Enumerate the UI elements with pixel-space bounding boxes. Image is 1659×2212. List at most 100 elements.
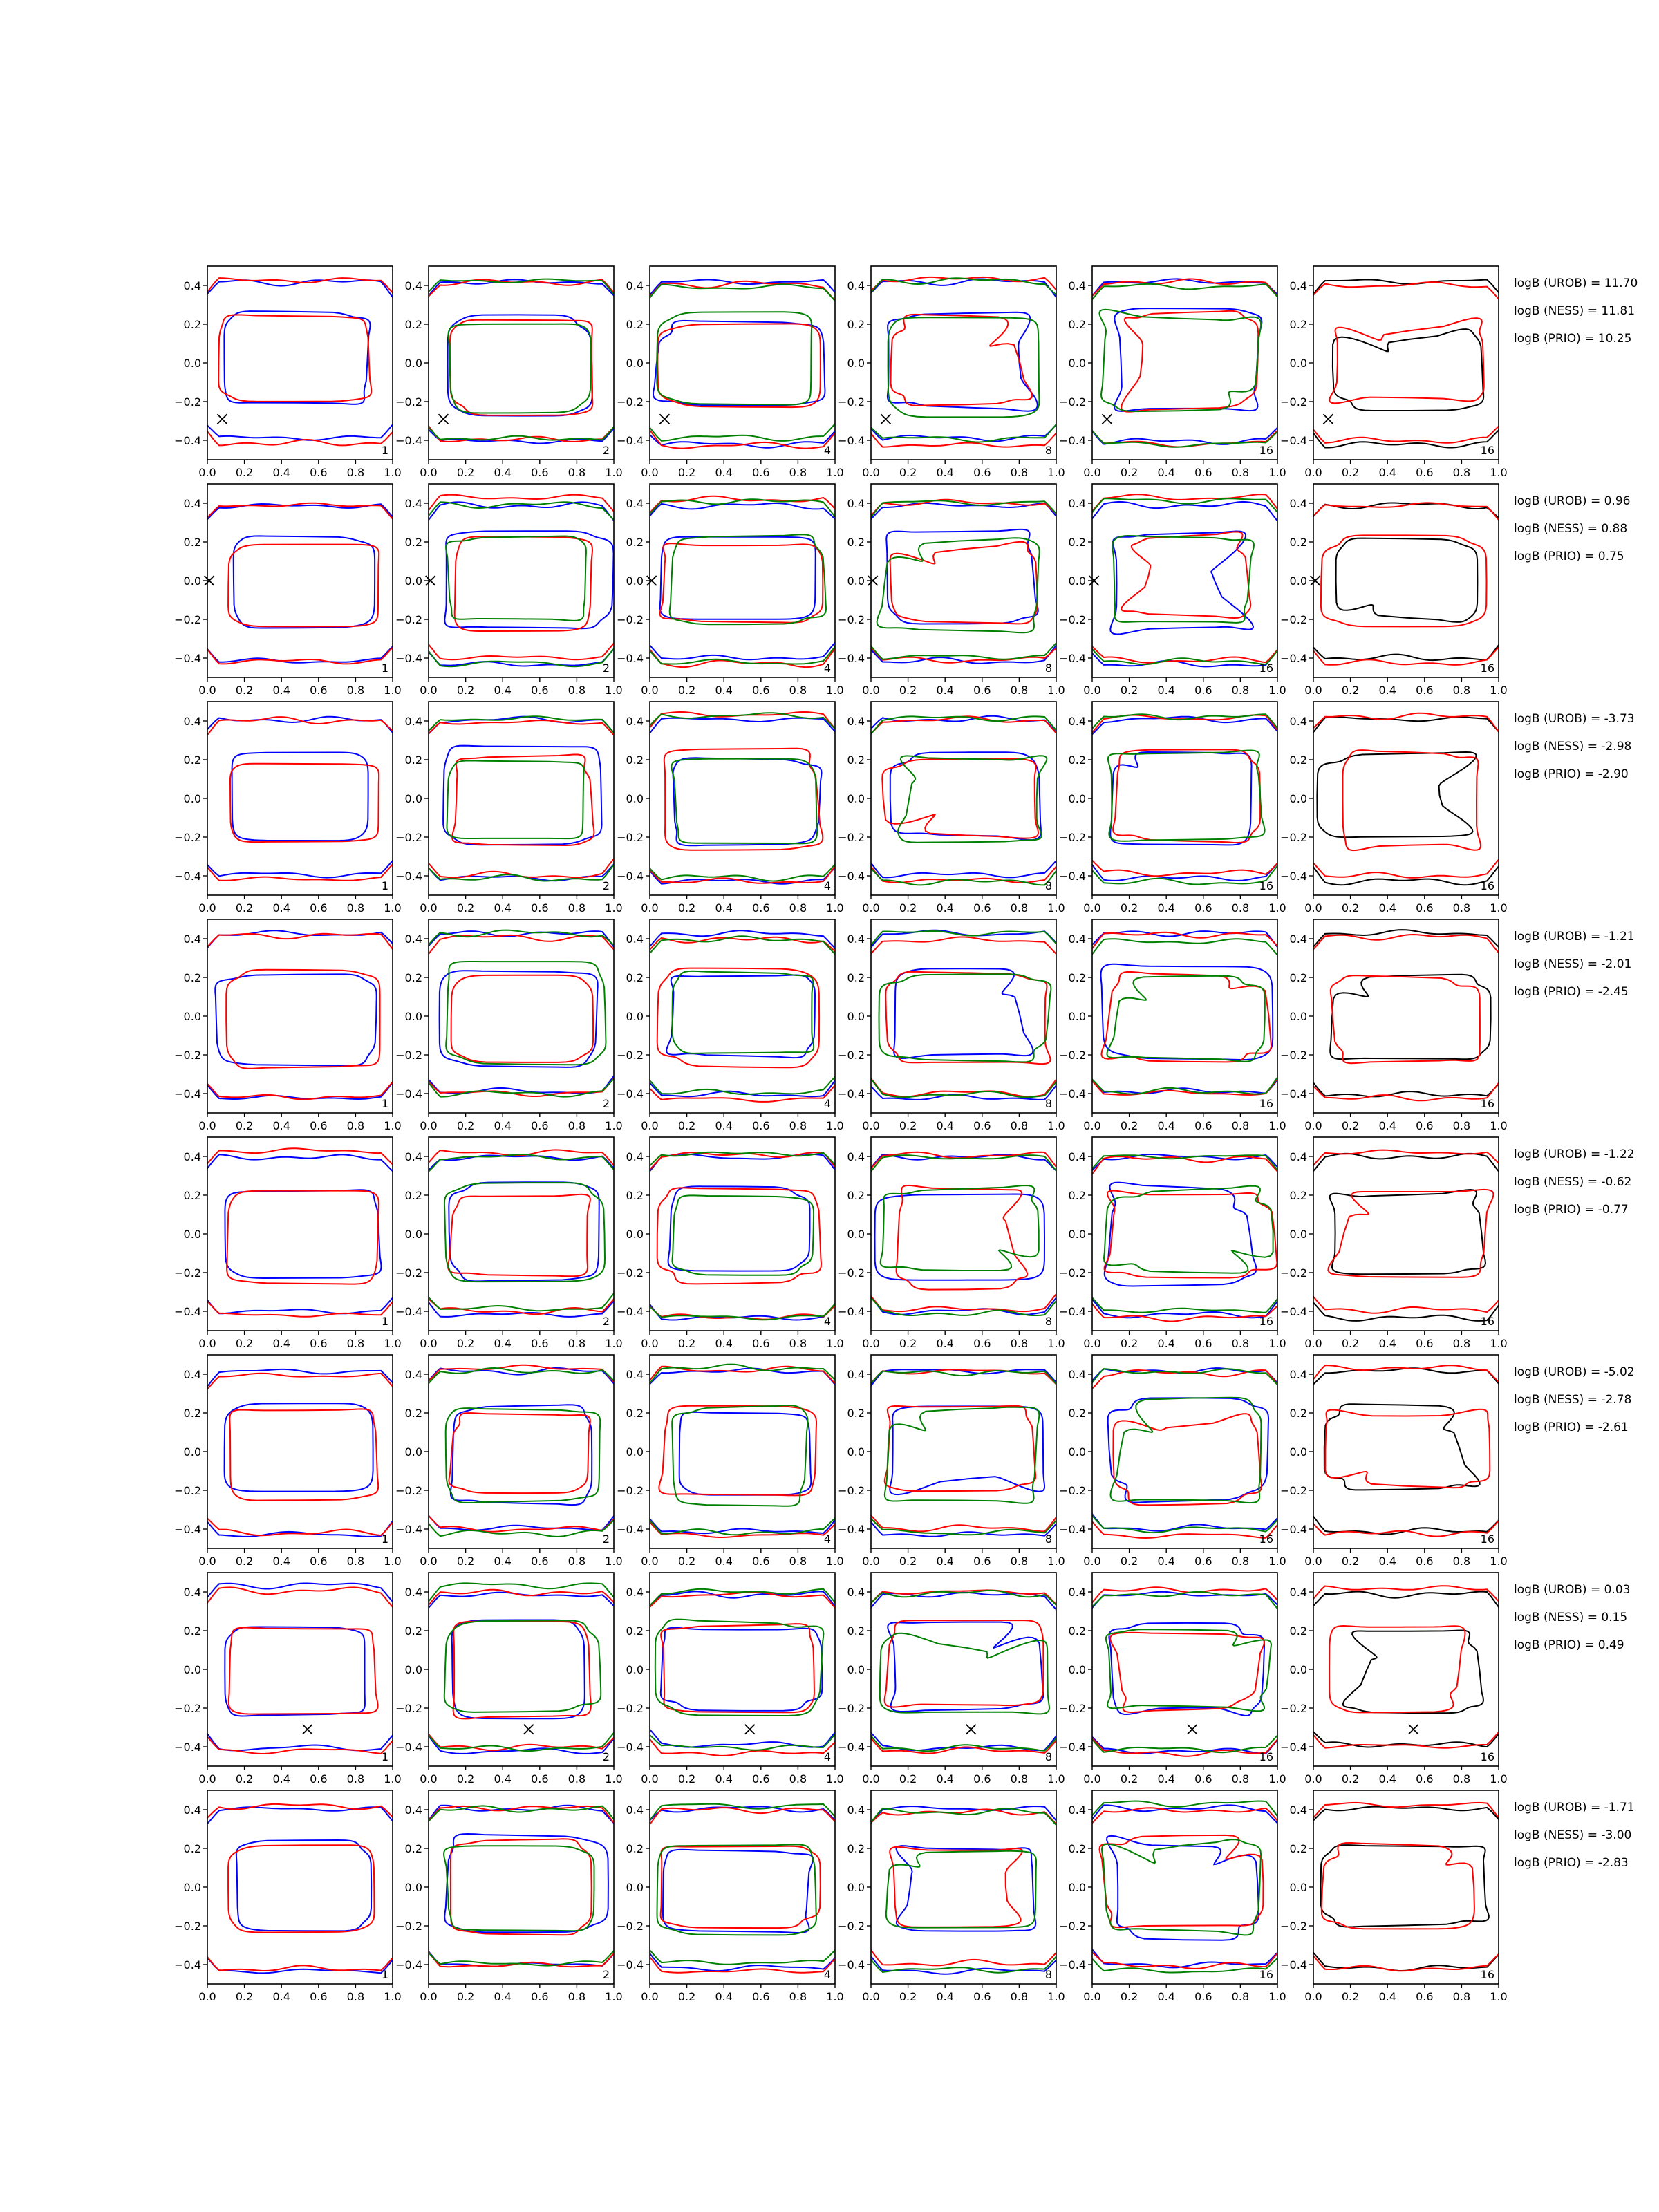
x-tick-label: 0.6 (1416, 901, 1433, 915)
x-tick-label: 1.0 (1268, 901, 1286, 915)
x-tick-label: 0.6 (973, 1990, 991, 2003)
axes-frame (428, 1572, 615, 1767)
contour-green-loop (671, 970, 815, 1054)
x-marker (438, 413, 449, 424)
contour-green-top (1092, 1591, 1277, 1610)
y-tick-label: 0.0 (1290, 1228, 1307, 1241)
x-tick-label: 0.8 (568, 901, 585, 915)
contour-red-loop (889, 1846, 1023, 1928)
contour-blue-loop (662, 1848, 814, 1934)
y-tick-label: 0.0 (1290, 1445, 1307, 1459)
x-tick-label: 0.6 (752, 1772, 769, 1785)
x-tick-label: 0.0 (1083, 901, 1100, 915)
x-tick-label: 0.4 (494, 684, 511, 697)
x-tick-label: 0.6 (752, 901, 769, 915)
contour-group (871, 1151, 1056, 1316)
x-tick-label: 0.8 (789, 1555, 807, 1568)
x-tick-label: 0.0 (420, 1555, 437, 1568)
contour-red-loop (451, 753, 595, 847)
y-tick-label: −0.4 (617, 652, 644, 665)
x-tick-label: 0.0 (420, 1119, 437, 1132)
contour-blue-loop (667, 1185, 811, 1272)
contour-blue-loop (889, 751, 1042, 841)
y-tick-label: −0.2 (395, 831, 422, 844)
x-tick-label: 0.8 (789, 684, 807, 697)
y-tick-label: 0.4 (847, 1586, 865, 1599)
panel-r2-c2: 0.0 0.2 0.4 0.6 0.8 1.0 0.4 0.2 0.0 −0.2 −0.4 2 (395, 483, 623, 697)
x-tick-label: 0.2 (678, 1990, 695, 2003)
contour-green-bottom (429, 1519, 614, 1537)
contour-blue-top (429, 1154, 614, 1172)
x-tick-label: 0.8 (347, 1990, 364, 2003)
contour-red-top (1313, 933, 1499, 954)
y-tick-label: 0.0 (1069, 1010, 1086, 1023)
contour-green-bottom (1092, 1734, 1277, 1754)
y-tick-label: −0.4 (1059, 652, 1086, 665)
x-tick-label: 0.0 (862, 1337, 879, 1350)
contour-green-loop (447, 323, 592, 414)
y-tick-label: 0.2 (1069, 1624, 1086, 1638)
x-marker (868, 575, 879, 586)
axes-frame (207, 1354, 393, 1549)
panel-label: 16 (1259, 444, 1273, 457)
x-tick-label: 0.8 (1011, 1119, 1028, 1132)
contour-black-top (1313, 1591, 1499, 1609)
y-tick-label: −0.4 (838, 1958, 865, 1971)
contour-blue-bottom (207, 1732, 393, 1752)
y-tick-label: 0.4 (847, 1150, 865, 1163)
panel-r3-c3: 0.0 0.2 0.4 0.6 0.8 1.0 0.4 0.2 0.0 −0.2 −0.4 4 (617, 701, 844, 915)
x-tick-label: 1.0 (605, 466, 622, 479)
y-tick-label: 0.2 (626, 1624, 644, 1638)
y-tick-label: −0.2 (174, 395, 201, 409)
x-tick-label: 0.0 (641, 901, 658, 915)
x-tick-label: 0.4 (715, 1337, 732, 1350)
contour-red-bottom (1092, 1737, 1277, 1757)
x-tick-label: 0.8 (1011, 466, 1028, 479)
x-tick-label: 0.4 (494, 1337, 511, 1350)
y-tick-label: −0.2 (617, 1920, 644, 1933)
y-tick-label: 0.0 (184, 792, 201, 805)
contour-green-loop (446, 760, 585, 840)
x-tick-label: 0.8 (789, 1772, 807, 1785)
x-tick-label: 1.0 (826, 1772, 843, 1785)
x-tick-label: 0.0 (862, 684, 879, 697)
x-marker (1089, 575, 1100, 586)
panel-r5-c4: 0.0 0.2 0.4 0.6 0.8 1.0 0.4 0.2 0.0 −0.2 −0.4 8 (838, 1136, 1065, 1350)
x-tick-label: 0.2 (236, 1990, 253, 2003)
x-tick-label: 0.2 (899, 1119, 917, 1132)
y-tick-label: −0.2 (838, 1920, 865, 1933)
contour-blue-top (207, 1368, 393, 1388)
contour-green-loop (1107, 749, 1266, 842)
contour-black-top (1313, 1152, 1499, 1173)
contour-blue-top (207, 1582, 393, 1603)
contour-group (1313, 1149, 1499, 1322)
x-tick-label: 0.4 (1378, 1337, 1396, 1350)
x-marker (523, 1724, 534, 1735)
x-tick-label: 0.0 (1304, 684, 1322, 697)
y-tick-label: 0.2 (626, 1407, 644, 1420)
axes-frame (870, 919, 1057, 1114)
contour-blue-bottom (429, 648, 614, 667)
y-tick-label: −0.2 (1059, 1049, 1086, 1062)
y-tick-label: 0.2 (847, 1407, 865, 1420)
x-tick-label: 0.2 (457, 684, 474, 697)
y-tick-label: 0.0 (184, 1663, 201, 1676)
y-tick-label: 0.4 (626, 932, 644, 946)
x-tick-label: 0.0 (1304, 1990, 1322, 2003)
panel-label: 1 (382, 662, 388, 675)
contour-red-bottom (207, 1517, 393, 1537)
y-tick-label: 0.2 (184, 1189, 201, 1202)
contour-blue-bottom (429, 427, 614, 444)
axes-frame (649, 1354, 836, 1549)
logb-annotation: logB (NESS) = 0.88 (1514, 522, 1627, 536)
x-tick-label: 0.4 (1378, 901, 1396, 915)
y-tick-label: −0.4 (617, 1305, 644, 1318)
x-tick-label: 1.0 (826, 1555, 843, 1568)
panel-r7-c2: 0.0 0.2 0.4 0.6 0.8 1.0 0.4 0.2 0.0 −0.2 −0.4 2 (395, 1572, 623, 1785)
contour-blue-loop (1103, 1181, 1257, 1287)
contour-blue-bottom (650, 1303, 835, 1321)
contour-red-bottom (1313, 1295, 1499, 1314)
contour-red-loop (1121, 531, 1252, 619)
y-tick-label: 0.2 (1069, 536, 1086, 549)
x-tick-label: 0.0 (1083, 684, 1100, 697)
